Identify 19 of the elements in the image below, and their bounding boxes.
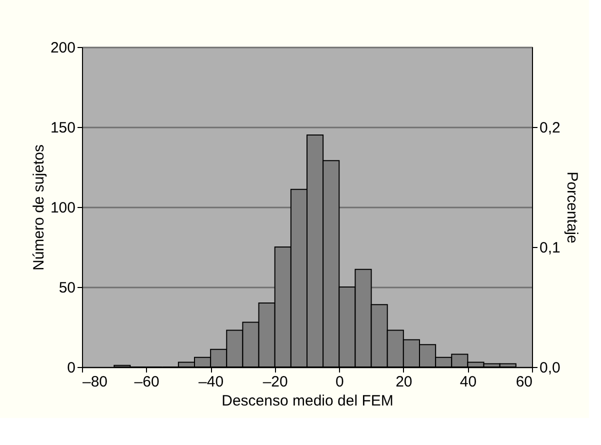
x-axis-title: Descenso medio del FEM [222, 392, 394, 410]
y-tick-label: 150 [50, 120, 76, 136]
x-tick-label: 60 [516, 374, 532, 390]
y2-tick-label: 0,0 [540, 360, 560, 376]
x-tick-label: 40 [460, 374, 477, 390]
y-tick-label: 100 [50, 200, 76, 216]
x-tick-label: 20 [396, 374, 412, 390]
y-axis-title: Número de sujetos [30, 144, 48, 270]
y2-tick-label: 0,1 [540, 240, 560, 257]
x-tick-label: –80 [82, 374, 108, 390]
x-tick-label: 0 [335, 374, 344, 390]
x-tick-label: –40 [198, 374, 224, 390]
y-tick-label: 0 [67, 360, 76, 376]
y2-axis-title: Porcentaje [563, 172, 580, 244]
y2-tick-label: 0,2 [540, 120, 560, 137]
y-tick-label: 50 [58, 280, 76, 296]
x-tick-label: –20 [262, 374, 288, 390]
y-tick-label: 200 [50, 40, 76, 56]
x-tick-label: –60 [134, 374, 160, 390]
